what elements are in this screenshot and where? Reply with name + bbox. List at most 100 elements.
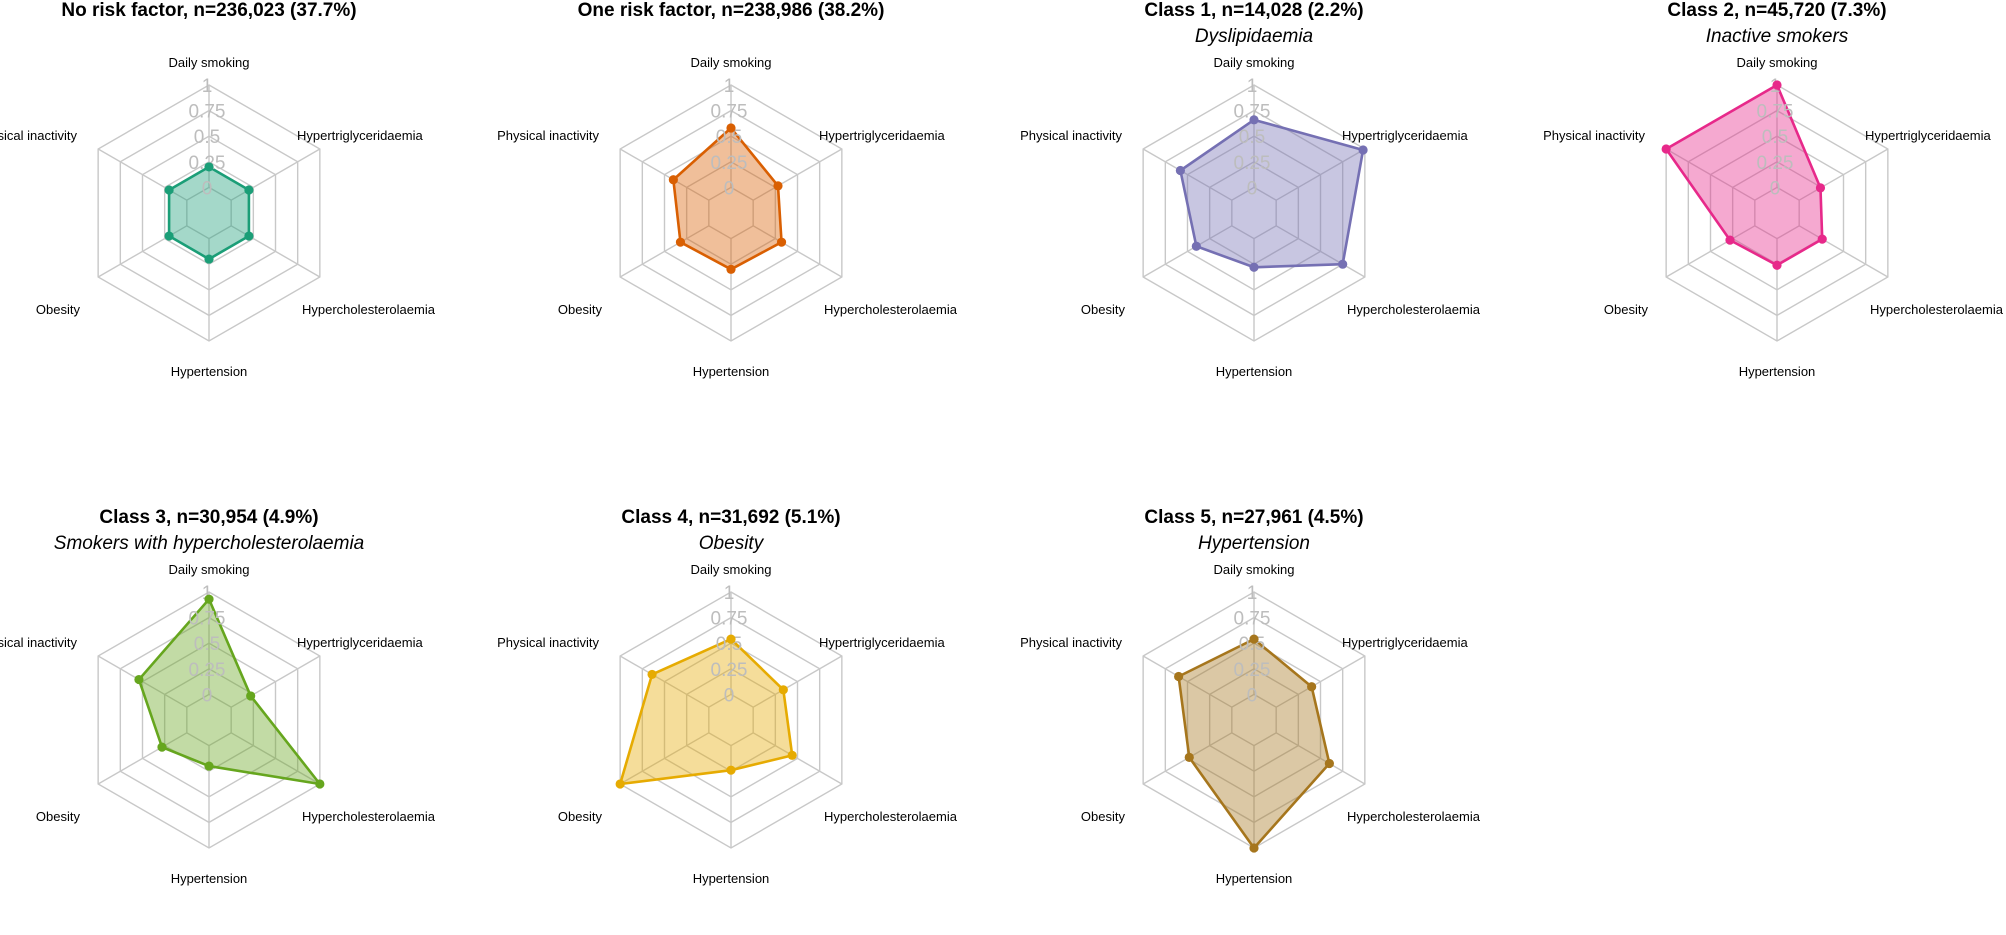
axis-label: Hypertension xyxy=(1216,871,1293,886)
data-point-daily-smoking xyxy=(1249,634,1259,644)
panel-subtitle: Dyslipidaemia xyxy=(1195,26,1313,47)
axis-label: Obesity xyxy=(558,809,603,824)
grid-spoke xyxy=(1275,732,1366,785)
tick-label: 0.5 xyxy=(1762,127,1788,148)
axis-label: Physical inactivity xyxy=(497,128,599,143)
grid-spoke xyxy=(752,225,843,278)
data-point-obesity xyxy=(1191,241,1201,251)
grid-spoke xyxy=(752,732,843,785)
data-point-hypercholesterolaemia xyxy=(1324,758,1334,769)
grid-spoke xyxy=(97,732,188,785)
data-point-hypercholesterolaemia xyxy=(244,231,254,241)
data-point-obesity xyxy=(675,237,686,247)
radar-panel-7: Class 5, n=27,961 (4.5%) Hypertension 0 0.2… xyxy=(1020,507,1481,886)
axis-label: Hypertension xyxy=(693,364,770,379)
axis-label: Obesity xyxy=(36,302,81,317)
data-point-hypertension xyxy=(726,264,736,274)
data-point-hypercholesterolaemia xyxy=(1338,259,1348,269)
data-point-physical-inactivity xyxy=(1175,165,1185,176)
panel-subtitle: Inactive smokers xyxy=(1706,26,1849,47)
radar-panel-4: Class 2, n=45,720 (7.3%) Inactive smokers… xyxy=(1543,0,2004,379)
tick-label: 0.25 xyxy=(711,153,748,174)
tick-label: 1 xyxy=(1247,76,1258,97)
grid-spoke xyxy=(1275,225,1366,278)
grid-spoke xyxy=(619,148,710,201)
series-area xyxy=(1179,118,1365,269)
tick-label: 1 xyxy=(202,583,213,604)
data-point-hypertriglyceridaemia xyxy=(246,691,256,701)
tick-label: 0.5 xyxy=(194,634,220,655)
axis-label: Hypercholesterolaemia xyxy=(302,809,436,824)
panel-title: Class 4, n=31,692 (5.1%) xyxy=(621,507,840,528)
panel-title: Class 2, n=45,720 (7.3%) xyxy=(1667,0,1886,21)
data-point-hypercholesterolaemia xyxy=(776,237,787,247)
panel-subtitle: Smokers with hypercholesterolaemia xyxy=(54,533,364,554)
axis-label: Hypercholesterolaemia xyxy=(1347,302,1481,317)
axis-label: Physical inactivity xyxy=(1020,635,1122,650)
axis-label: Obesity xyxy=(36,809,81,824)
tick-label: 0.75 xyxy=(1234,102,1271,123)
data-point-daily-smoking xyxy=(1249,115,1259,125)
axis-label: Hypercholesterolaemia xyxy=(824,302,958,317)
grid-spoke xyxy=(1275,148,1366,201)
grid-spoke xyxy=(619,655,710,708)
axis-label: Obesity xyxy=(1081,302,1126,317)
series-area xyxy=(137,597,322,786)
series-area xyxy=(1664,83,1824,267)
data-point-hypertension xyxy=(204,761,214,771)
tick-label: 0.75 xyxy=(189,102,226,123)
data-point-obesity xyxy=(157,742,167,752)
tick-label: 0.5 xyxy=(194,127,220,148)
tick-label: 0 xyxy=(1770,178,1781,199)
axis-label: Hypercholesterolaemia xyxy=(1347,809,1481,824)
grid-spoke xyxy=(1798,225,1889,278)
axis-label: Daily smoking xyxy=(691,55,772,70)
tick-label: 0 xyxy=(202,685,213,706)
data-point-physical-inactivity xyxy=(164,185,174,195)
tick-label: 0.25 xyxy=(1234,660,1271,681)
panel-subtitle: Obesity xyxy=(699,533,765,554)
grid-spoke xyxy=(752,148,843,201)
tick-label: 0.25 xyxy=(1757,153,1794,174)
data-point-hypertriglyceridaemia xyxy=(1358,145,1368,155)
axis-label: Hypertension xyxy=(1216,364,1293,379)
tick-label: 1 xyxy=(724,76,735,97)
data-point-physical-inactivity xyxy=(668,175,678,185)
data-point-hypercholesterolaemia xyxy=(1817,234,1827,244)
tick-label: 0.75 xyxy=(189,609,226,630)
tick-label: 0.75 xyxy=(1234,609,1271,630)
radar-panel-3: Class 1, n=14,028 (2.2%) Dyslipidaemia 0 0.… xyxy=(1020,0,1481,379)
grid-spoke xyxy=(230,732,321,785)
grid-spoke xyxy=(1142,225,1233,278)
axis-label: Daily smoking xyxy=(1214,562,1295,577)
tick-label: 0 xyxy=(202,178,213,199)
grid-spoke xyxy=(230,655,321,708)
data-point-hypertension xyxy=(1772,260,1782,270)
grid-spoke xyxy=(1798,148,1889,201)
data-point-obesity xyxy=(615,779,625,789)
axis-label: Hypertriglyceridaemia xyxy=(1342,635,1468,650)
axis-label: Physical inactivity xyxy=(497,635,599,650)
grid-spoke xyxy=(619,225,710,278)
data-point-hypertension xyxy=(1249,262,1259,272)
data-point-obesity xyxy=(1184,752,1194,762)
tick-label: 0.5 xyxy=(1239,634,1265,655)
grid-spoke xyxy=(752,655,843,708)
axis-label: Hypertension xyxy=(693,871,770,886)
axis-label: Hypertriglyceridaemia xyxy=(1342,128,1468,143)
grid-spoke xyxy=(1665,225,1756,278)
data-point-hypertension xyxy=(204,254,214,264)
axis-label: Daily smoking xyxy=(1737,55,1818,70)
data-point-physical-inactivity xyxy=(1661,144,1671,154)
tick-label: 0.25 xyxy=(189,660,226,681)
tick-label: 0 xyxy=(724,178,735,199)
axis-label: Hypertriglyceridaemia xyxy=(297,635,423,650)
data-point-hypertriglyceridaemia xyxy=(773,181,783,191)
data-point-hypertriglyceridaemia xyxy=(1307,682,1317,692)
tick-label: 1 xyxy=(202,76,213,97)
axis-label: Physical inactivity xyxy=(1543,128,1645,143)
grid-spoke xyxy=(1665,148,1756,201)
axis-label: Hypertension xyxy=(171,364,248,379)
tick-label: 0.75 xyxy=(711,102,748,123)
